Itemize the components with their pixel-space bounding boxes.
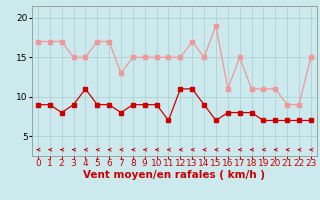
X-axis label: Vent moyen/en rafales ( km/h ): Vent moyen/en rafales ( km/h ) [84,170,265,180]
